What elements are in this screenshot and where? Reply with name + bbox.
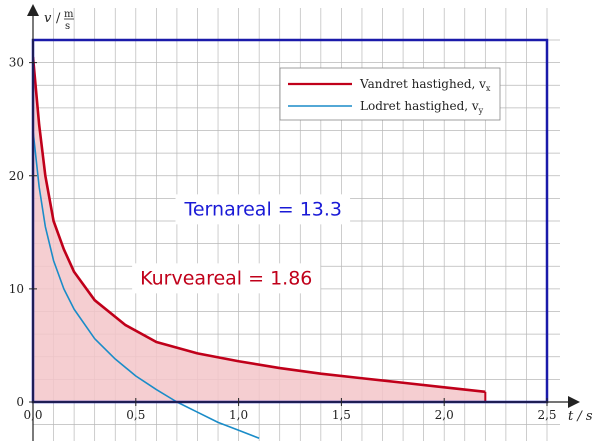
series-line-1 [33, 130, 260, 439]
grid [32, 8, 560, 441]
series-line-0 [33, 56, 486, 394]
legend-entry-vandret: Vandret hastighed, vx [359, 77, 491, 93]
y-axis-label-separator: / [56, 11, 61, 26]
y-axis-arrow [27, 4, 39, 16]
x-tick-label: 0,5 [126, 408, 145, 422]
y-tick-label: 30 [9, 56, 24, 70]
annotation-background-kurveareal [132, 263, 321, 294]
annotations: Ternareal = 13.3 Kurveareal = 1.86 [132, 194, 351, 294]
annotation-ternareal: Ternareal = 13.3 [183, 198, 342, 220]
series-lines [33, 56, 487, 439]
x-tick-label: 2,5 [537, 408, 556, 422]
x-tick-label: 1,5 [332, 408, 351, 422]
tick-labels: 0,0 0,5 1,0 1,5 2,0 2,5 0 10 20 30 [9, 56, 557, 422]
annotation-kurveareal: Kurveareal = 1.86 [140, 267, 312, 289]
x-axis-arrow [568, 396, 580, 408]
y-tick-label: 10 [9, 282, 24, 296]
y-axis-label-unit-numerator: m [64, 9, 74, 20]
x-axis-label: t / s [568, 409, 593, 424]
y-tick-label: 20 [9, 169, 24, 183]
x-tick-label: 0,0 [23, 408, 42, 422]
annotation-background-ternareal [175, 194, 351, 225]
legend-box [279, 67, 501, 121]
x-tick-label: 1,0 [229, 408, 248, 422]
y-axis-label-unit-denominator: s [65, 21, 70, 32]
legend-entry-lodret: Lodret hastighed, vy [360, 99, 484, 115]
area-fill-series-0 [33, 56, 486, 402]
y-axis-label-variable: v [44, 11, 52, 26]
y-tick-label: 0 [16, 395, 24, 409]
legend: Vandret hastighed, vx Lodret hastighed, … [279, 67, 501, 121]
x-tick-label: 2,0 [435, 408, 454, 422]
axes [27, 4, 580, 441]
area-fills [33, 56, 486, 402]
y-axis-label: v / m s [44, 9, 74, 32]
